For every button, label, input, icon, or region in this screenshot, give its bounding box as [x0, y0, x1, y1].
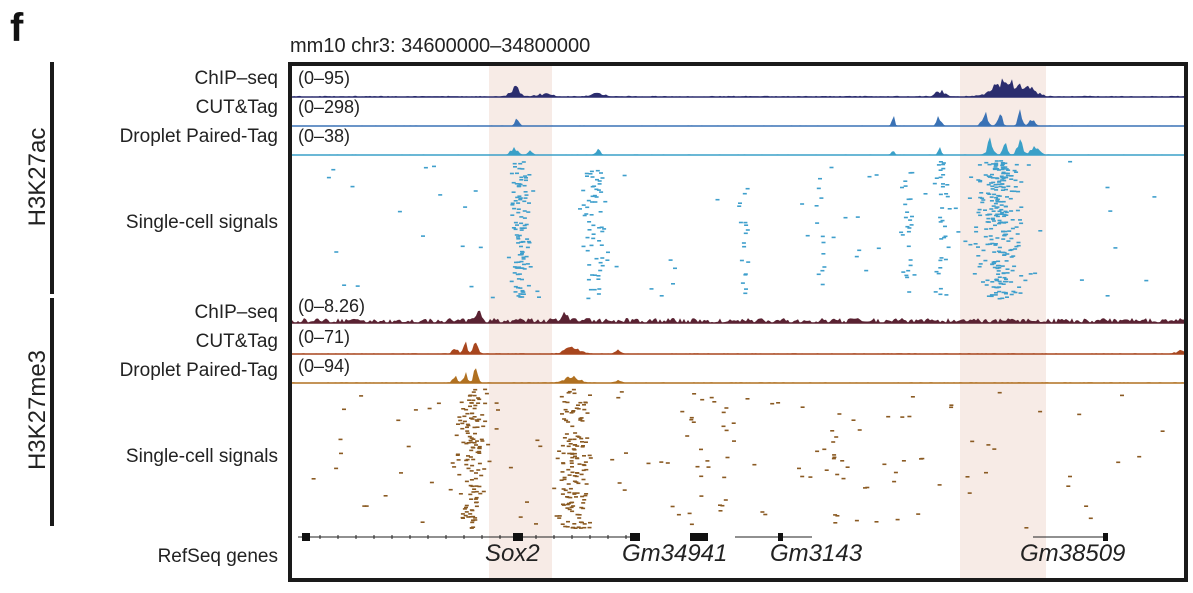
h3k27ac-droplet-range: (0–38): [298, 126, 351, 146]
h3k27me3-droplet-label: Droplet Paired-Tag: [119, 360, 278, 381]
gene-label-sox2: Sox2: [485, 540, 540, 567]
gene-label-gm38509: Gm38509: [1020, 540, 1126, 567]
refseq-label: RefSeq genes: [157, 546, 278, 567]
h3k27me3-group-bar: [50, 298, 54, 526]
panel-letter: f: [10, 6, 24, 50]
gene-label-gm3143: Gm3143: [770, 540, 863, 567]
gene-models: [298, 533, 1108, 541]
h3k27ac-singlecell-label: Single-cell signals: [125, 212, 278, 233]
h3k27ac-chipseq-label: ChIP–seq: [194, 68, 278, 89]
h3k27ac-droplet-label: Droplet Paired-Tag: [119, 126, 278, 147]
h3k27ac-group-bar: [50, 62, 54, 294]
h3k27me3-cuttag-range: (0–71): [298, 327, 351, 347]
genomic-coordinates: mm10 chr3: 34600000–34800000: [290, 35, 591, 57]
signal-tracks: [292, 78, 1184, 384]
browser-frame: [288, 62, 1188, 582]
gene-label-gm34941: Gm34941: [622, 540, 728, 567]
h3k27me3-droplet-range: (0–94): [298, 356, 351, 376]
h3k27me3-cuttag-label: CUT&Tag: [195, 331, 278, 352]
h3k27me3-singlecell-label: Single-cell signals: [125, 446, 278, 467]
single-cell-dots: [311, 160, 1165, 529]
h3k27ac-chipseq-range: (0–95): [298, 68, 351, 88]
h3k27me3-chipseq-range: (0–8.26): [298, 296, 366, 316]
h3k27ac-cuttag-range: (0–298): [298, 97, 361, 117]
h3k27me3-chipseq-label: ChIP–seq: [194, 302, 278, 323]
h3k27ac-cuttag-label: CUT&Tag: [195, 97, 278, 118]
